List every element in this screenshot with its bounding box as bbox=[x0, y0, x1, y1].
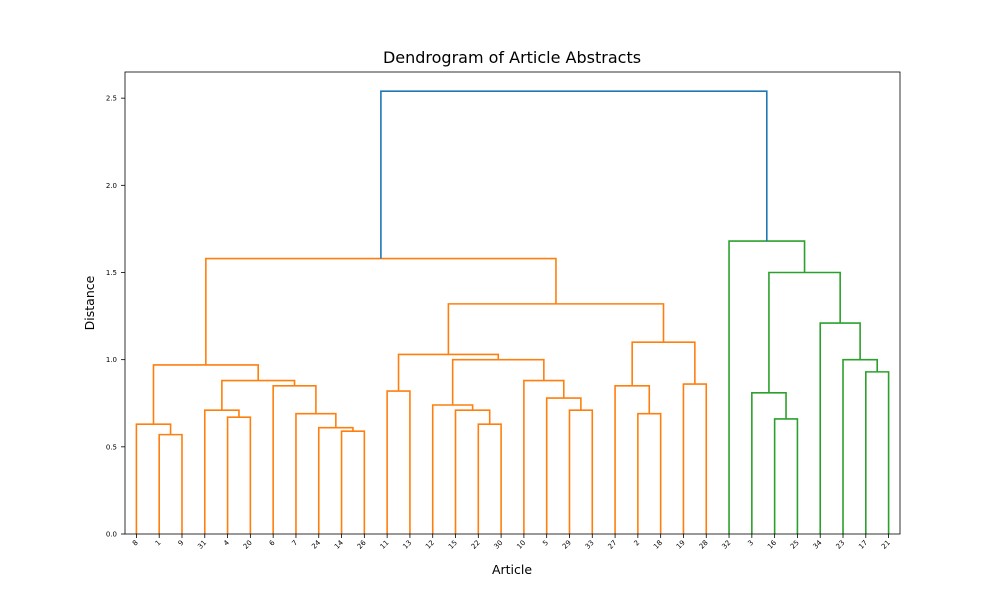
dendrogram-link bbox=[819, 322, 861, 534]
dendrogram-link bbox=[773, 418, 799, 534]
y-tick-label: 1.5 bbox=[106, 269, 117, 277]
dendrogram-link bbox=[226, 416, 252, 534]
leaf-label: 14 bbox=[333, 538, 345, 550]
leaf-label: 33 bbox=[584, 539, 596, 551]
y-tick-label: 0.0 bbox=[106, 531, 117, 539]
y-tick-label: 2.0 bbox=[106, 182, 117, 190]
leaf-label: 12 bbox=[424, 539, 436, 551]
dendrogram-link bbox=[152, 364, 260, 425]
leaf-label: 2 bbox=[632, 539, 641, 548]
leaf-label: 22 bbox=[470, 539, 482, 551]
leaf-label: 6 bbox=[268, 538, 277, 547]
dendrogram-link bbox=[451, 358, 545, 405]
leaf-label: 3 bbox=[746, 539, 755, 548]
leaf-label: 26 bbox=[356, 538, 368, 550]
dendrogram-link bbox=[523, 379, 565, 534]
leaf-label: 30 bbox=[493, 539, 505, 551]
leaf-label: 20 bbox=[242, 539, 254, 551]
leaf-label: 5 bbox=[541, 539, 550, 548]
leaf-label: 25 bbox=[789, 539, 801, 551]
leaf-label: 11 bbox=[379, 539, 391, 551]
leaf-label: 8 bbox=[131, 539, 140, 548]
leaf-label: 17 bbox=[857, 539, 869, 551]
dendrogram-link bbox=[135, 423, 172, 534]
dendrogram-link bbox=[317, 426, 354, 534]
x-axis-label: Article bbox=[492, 562, 532, 577]
leaf-label: 21 bbox=[880, 539, 892, 551]
dendrogram-link bbox=[380, 90, 768, 259]
y-tick-label: 0.5 bbox=[106, 443, 117, 451]
leaf-label: 23 bbox=[834, 539, 846, 551]
dendrogram-link bbox=[295, 412, 337, 534]
leaf-label: 24 bbox=[310, 538, 322, 550]
dendrogram-link bbox=[158, 433, 183, 534]
leaf-label: 31 bbox=[196, 539, 208, 551]
dendrogram-link bbox=[477, 423, 502, 534]
dendrogram-link bbox=[568, 409, 594, 534]
dendrogram-link bbox=[842, 358, 879, 534]
dendrogram-link bbox=[272, 385, 317, 534]
leaf-label: 15 bbox=[447, 539, 459, 551]
dendrogram-link bbox=[203, 409, 240, 534]
plot-frame bbox=[124, 71, 901, 535]
dendrogram-link bbox=[865, 371, 890, 534]
leaf-label: 18 bbox=[652, 539, 664, 551]
leaf-label: 34 bbox=[812, 538, 824, 550]
dendrogram-link bbox=[545, 397, 582, 534]
dendrogram-link bbox=[631, 341, 696, 386]
dendrogram-link bbox=[728, 240, 806, 534]
leaf-label: 32 bbox=[720, 539, 732, 551]
dendrogram-link bbox=[751, 391, 787, 534]
dendrogram-links bbox=[135, 90, 890, 534]
x-axis-ticks: 8 1 9 31 4 20 6 7 24 14 26 11 13 12 15 22 30 10 5 29 33 27 2 18… bbox=[131, 534, 892, 551]
dendrogram-link bbox=[447, 303, 665, 355]
leaf-label: 10 bbox=[515, 539, 527, 551]
dendrogram-link bbox=[682, 383, 708, 534]
leaf-label: 7 bbox=[291, 539, 300, 548]
leaf-label: 4 bbox=[222, 538, 231, 547]
leaf-label: 27 bbox=[607, 539, 619, 551]
y-axis-ticks: 0.0 0.5 1.0 1.5 2.0 2.5 bbox=[106, 95, 125, 539]
y-tick-label: 1.0 bbox=[106, 356, 117, 364]
leaf-label: 16 bbox=[766, 538, 778, 550]
dendrogram-link bbox=[205, 257, 557, 365]
dendrogram-link bbox=[431, 404, 474, 534]
leaf-label: 19 bbox=[675, 539, 687, 551]
dendrogram-link bbox=[340, 430, 366, 534]
dendrogram-link bbox=[386, 390, 411, 534]
dendrogram-link bbox=[454, 409, 491, 534]
dendrogram-link bbox=[637, 412, 662, 534]
leaf-label: 9 bbox=[177, 539, 186, 548]
chart-title: Dendrogram of Article Abstracts bbox=[383, 48, 641, 67]
leaf-label: 28 bbox=[698, 539, 710, 551]
leaf-label: 13 bbox=[401, 539, 413, 551]
y-tick-label: 2.5 bbox=[106, 95, 117, 103]
dendrogram-link bbox=[614, 385, 651, 534]
leaf-label: 29 bbox=[561, 539, 573, 551]
leaf-label: 1 bbox=[154, 539, 163, 548]
dendrogram-link bbox=[768, 271, 841, 393]
y-axis-label: Distance bbox=[82, 275, 97, 330]
